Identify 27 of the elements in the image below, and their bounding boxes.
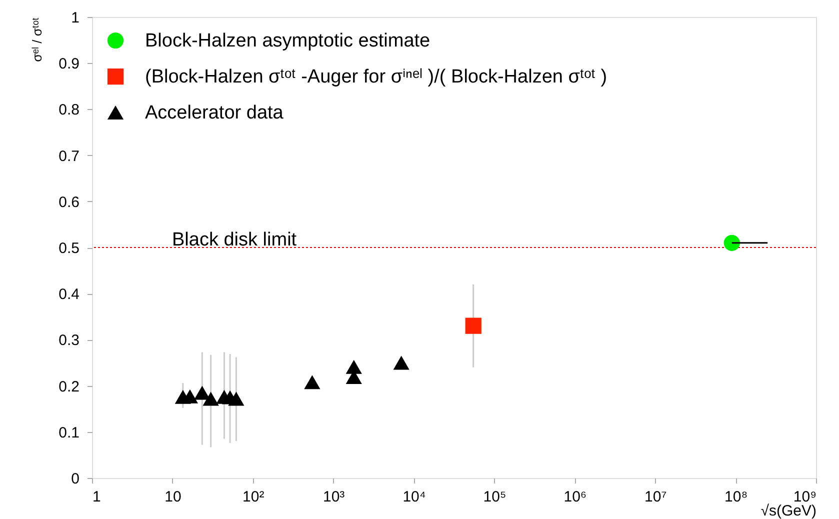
x-tick-label: 1 <box>92 488 101 506</box>
y-tick-label: 0.6 <box>58 194 80 211</box>
x-tick-label: 10⁶ <box>564 488 587 506</box>
x-tick-label: 10⁵ <box>483 488 506 506</box>
y-tick-label: 0.3 <box>58 332 80 350</box>
x-tick-label: 10² <box>242 488 264 506</box>
legend-label: (Block-Halzen σᵗᵒᵗ -Auger for σⁱⁿᵉˡ )/( Block-Halzen σᵗᵒᵗ ) <box>145 66 608 88</box>
x-axis-title: √s(GeV) <box>760 502 816 519</box>
legend-label: Block-Halzen asymptotic estimate <box>145 30 430 52</box>
x-tick-label: 10 <box>164 488 182 506</box>
y-tick-label: 0.4 <box>58 286 80 304</box>
y-tick-label: 0.7 <box>58 148 80 165</box>
x-tick-label: 10⁴ <box>402 488 426 506</box>
y-tick-label: 1 <box>71 10 80 26</box>
y-tick-label: 0.8 <box>58 102 80 119</box>
x-tick-label: 10⁸ <box>724 488 748 506</box>
y-tick-label: 0.1 <box>58 424 80 442</box>
y-axis-title: σᵉˡ / σᵗᵒᵗ <box>30 17 45 62</box>
y-tick-label: 0 <box>71 470 80 488</box>
y-tick-label: 0.2 <box>58 378 80 396</box>
ref-line-label: Black disk limit <box>172 230 298 250</box>
y-tick-label: 0.5 <box>58 240 80 257</box>
x-tick-label: 10³ <box>322 488 345 506</box>
y-tick-label: 0.9 <box>58 56 80 73</box>
x-tick-label: 10⁷ <box>644 488 667 506</box>
x-tick-label: 10⁹ <box>793 488 816 506</box>
legend-label: Accelerator data <box>145 102 284 124</box>
